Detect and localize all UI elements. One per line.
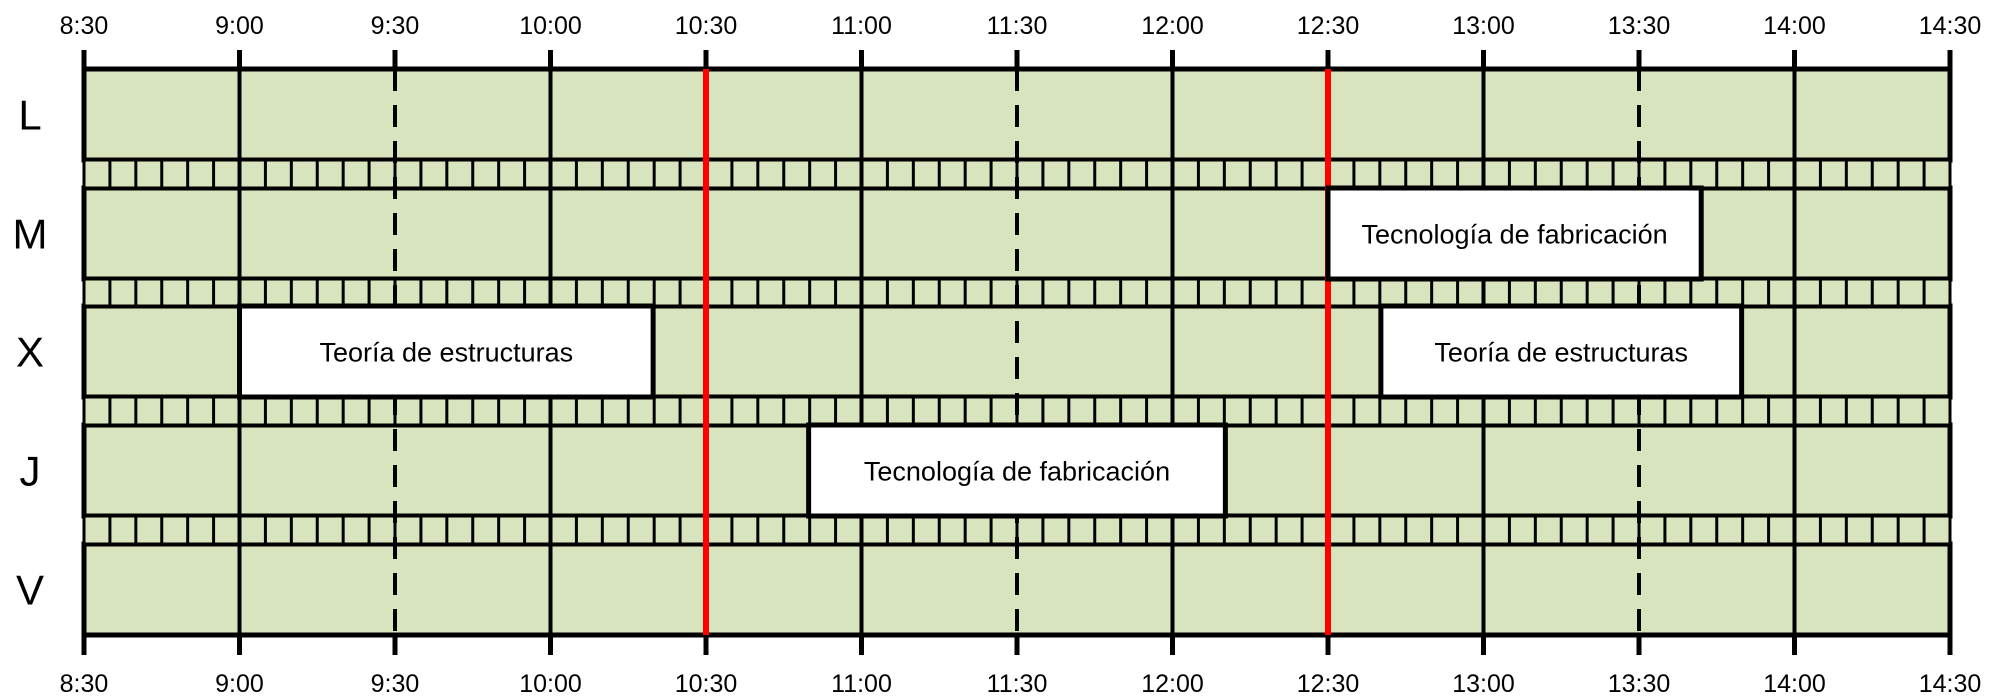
event-label: Teoría de estructuras [1434,338,1688,368]
time-label-bottom: 9:00 [215,670,264,697]
time-label-bottom: 11:30 [987,670,1048,697]
time-label-top: 10:30 [675,12,738,40]
event-block [806,422,1228,519]
event-label: Tecnología de fabricación [1361,220,1667,250]
time-label-bottom: 8:30 [60,670,109,697]
time-label-bottom: 13:00 [1452,670,1515,697]
time-label-bottom: 10:00 [519,670,582,697]
time-lines-layer [81,50,1953,655]
time-label-top: 10:00 [519,12,582,40]
time-label-bottom: 9:30 [371,670,420,697]
time-label-bottom: 13:30 [1608,670,1671,697]
time-label-bottom: 10:30 [675,670,738,697]
time-label-bottom: 12:30 [1297,670,1360,697]
time-label-top: 11:00 [831,12,892,40]
day-label: L [18,92,41,139]
day-label: J [20,448,41,495]
time-label-top: 12:30 [1297,12,1360,40]
event-label: Tecnología de fabricación [864,457,1170,487]
time-label-top: 14:30 [1919,12,1982,40]
time-label-bottom: 12:00 [1141,670,1204,697]
time-label-bottom: 14:00 [1763,670,1826,697]
event-block [1378,303,1745,400]
events-layer: Tecnología de fabricación Teoría de estru… [237,185,1745,519]
event-block [1325,185,1704,282]
time-label-top: 14:00 [1763,12,1826,40]
day-label: M [13,211,48,258]
time-label-top: 11:30 [987,12,1048,40]
day-label: X [16,329,44,376]
time-label-bottom: 11:00 [831,670,892,697]
event-label: Teoría de estructuras [319,338,573,368]
time-label-bottom: 14:30 [1919,670,1982,697]
time-label-top: 13:00 [1452,12,1515,40]
time-label-top: 9:30 [371,12,420,40]
time-label-top: 13:30 [1608,12,1671,40]
time-label-top: 8:30 [60,12,109,40]
time-label-top: 12:00 [1141,12,1204,40]
event-block [237,303,656,400]
time-label-top: 9:00 [215,12,264,40]
day-label: V [16,567,44,614]
labels-layer: 8:30 8:30 9:00 9:00 9:30 9:30 10:00 10:00 10:30 1… [13,12,1982,697]
